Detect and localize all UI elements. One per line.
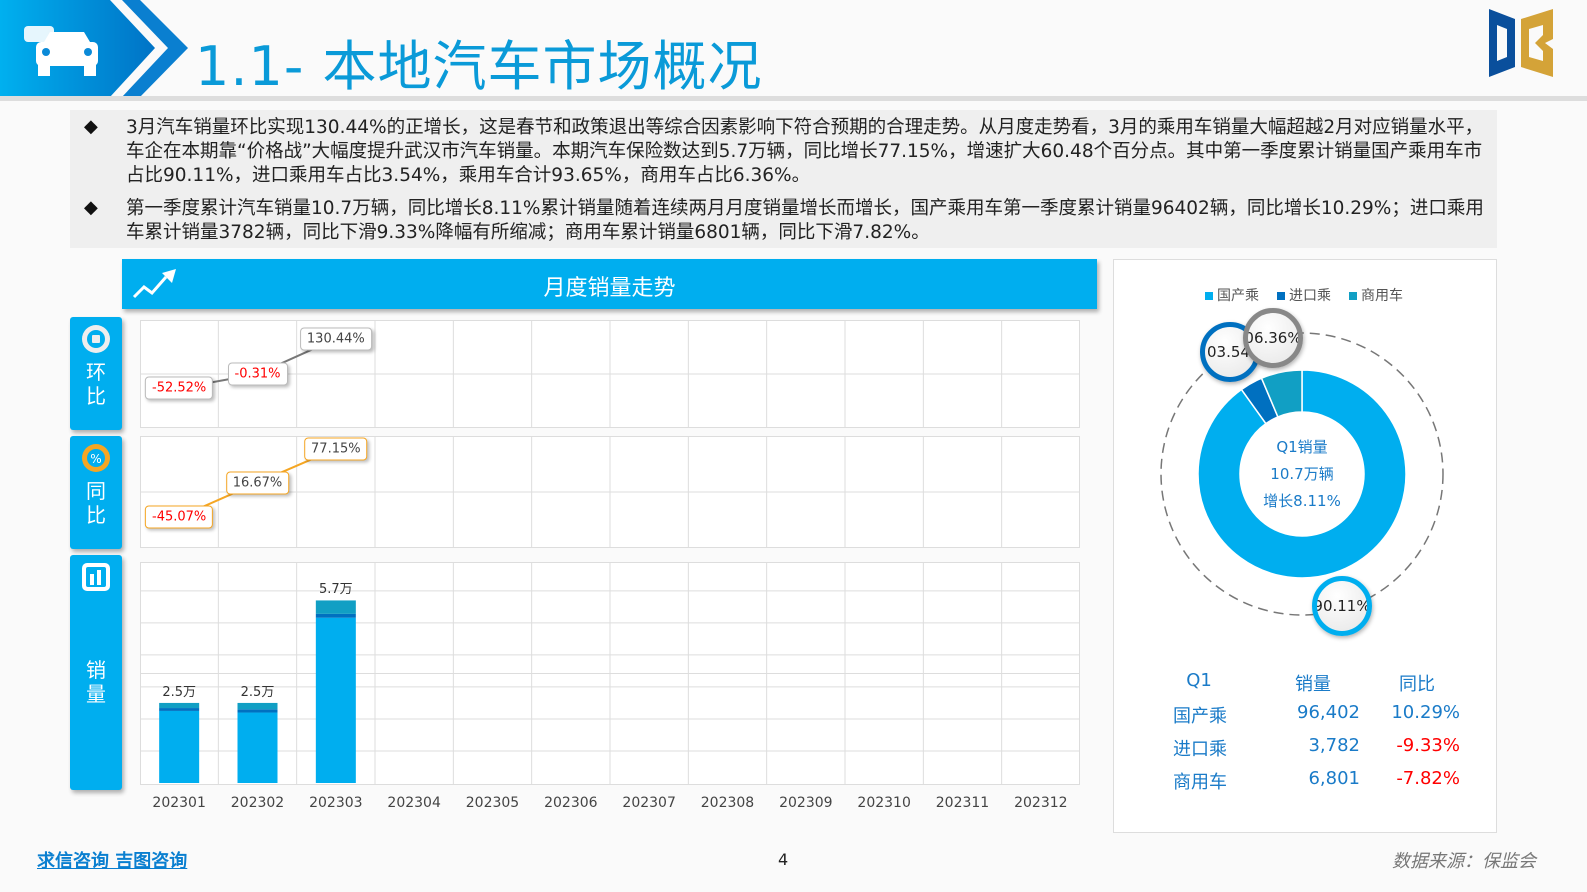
side-label-text: 环 比 — [86, 360, 106, 408]
side-label-yoy: % 同 比 — [70, 436, 122, 549]
data-source: 数据来源：保监会 — [1392, 851, 1536, 872]
table-cell: 国产乘 — [1173, 706, 1227, 727]
data-label: -45.07% — [145, 505, 214, 529]
x-tick-label: 202302 — [230, 795, 285, 811]
percent-icon: % — [82, 444, 110, 472]
data-label: -52.52% — [145, 376, 214, 400]
data-label: -0.31% — [227, 362, 288, 386]
summary-paragraph: 3月汽车销量环比实现130.44%的正增长，这是春节和政策退出等综合因素影响下符… — [126, 117, 1484, 186]
summary-box: ◆ 3月汽车销量环比实现130.44%的正增长，这是春节和政策退出等综合因素影响… — [70, 110, 1497, 248]
trend-icon — [132, 269, 176, 299]
x-tick-label: 202301 — [152, 795, 206, 811]
x-tick-label: 202304 — [387, 795, 441, 811]
side-label-text: 销 量 — [86, 658, 106, 706]
sales-panel — [140, 562, 1080, 785]
table-cell: 10.29% — [1391, 702, 1460, 723]
bar-label: 5.7万 — [318, 582, 353, 598]
table-cell: 进口乘 — [1173, 739, 1227, 760]
x-tick-label: 202307 — [622, 795, 676, 811]
data-label: 130.44% — [299, 327, 372, 351]
side-label-mom: 环 比 — [70, 317, 122, 430]
diamond-bullet-icon: ◆ — [84, 116, 98, 137]
data-label: 16.67% — [225, 471, 290, 495]
x-tick-label: 202310 — [857, 795, 911, 811]
table-cell: 商用车 — [1173, 772, 1227, 793]
target-icon — [82, 325, 110, 353]
x-tick-label: 202303 — [309, 795, 363, 811]
x-tick-label: 202308 — [700, 795, 755, 811]
header-banner — [0, 0, 188, 97]
bar-label: 2.5万 — [240, 684, 275, 700]
side-label-sales: 销 量 — [70, 555, 122, 790]
x-tick-label: 202306 — [544, 795, 598, 811]
page-title: 1.1- 本地汽车市场概况 — [195, 35, 763, 98]
table-cell: Q1 — [1186, 670, 1212, 691]
x-tick-label: 202311 — [935, 795, 990, 811]
footer-link[interactable]: 求信咨询 吉图咨询 — [37, 851, 188, 872]
table-cell: 3,782 — [1308, 735, 1360, 756]
table-cell: 同比 — [1399, 674, 1435, 695]
header-divider — [0, 96, 1587, 101]
svg-text:%: % — [90, 452, 101, 466]
side-label-text: 同 比 — [86, 479, 106, 527]
car-icon — [24, 26, 98, 76]
page-number: 4 — [778, 850, 789, 869]
x-tick-label: 202305 — [465, 795, 520, 811]
summary-paragraph: 第一季度累计汽车销量10.7万辆，同比增长8.11%累计销量随着连续两月月度销量… — [126, 198, 1484, 243]
donut-center: Q1销量 10.7万辆 增长8.11% — [1242, 414, 1362, 534]
legend-commercial: 商用车 — [1349, 285, 1403, 305]
bar-chart-icon — [82, 563, 110, 591]
table-cell: -9.33% — [1396, 735, 1460, 756]
table-cell: 96,402 — [1297, 702, 1360, 723]
chart-title: 月度销量走势 — [543, 276, 676, 301]
domestic-share-bubble: 90.11% — [1312, 576, 1372, 636]
bar-label: 2.5万 — [162, 684, 196, 700]
chart-header: 月度销量走势 — [122, 259, 1097, 309]
logo — [1489, 9, 1553, 77]
data-label: 77.15% — [304, 437, 368, 461]
legend-domestic: 国产乘 — [1205, 285, 1259, 305]
table-cell: 销量 — [1295, 674, 1331, 695]
table-cell: -7.82% — [1396, 768, 1460, 789]
diamond-bullet-icon: ◆ — [84, 197, 98, 218]
x-tick-label: 202312 — [1014, 795, 1068, 811]
x-tick-label: 202309 — [779, 795, 833, 811]
commercial-share-bubble: 06.36% — [1243, 308, 1303, 368]
legend-import: 进口乘 — [1277, 285, 1331, 305]
table-cell: 6,801 — [1308, 768, 1360, 789]
